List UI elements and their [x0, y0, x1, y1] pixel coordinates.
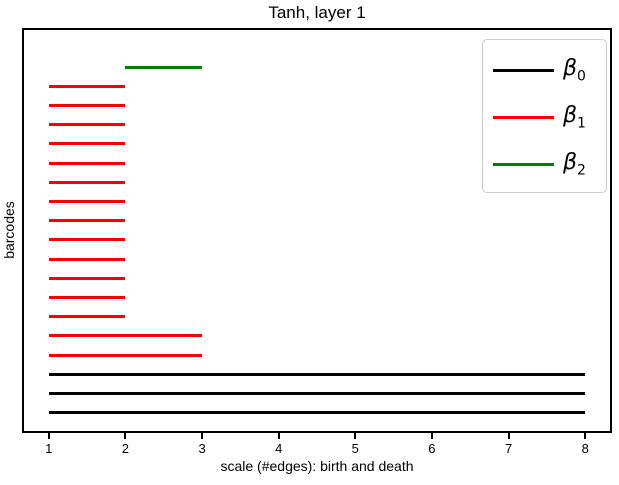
x-tick — [277, 433, 280, 439]
x-tick — [584, 433, 587, 439]
legend: β0 β1 β2 — [482, 39, 607, 193]
legend-entry-beta0: β0 — [483, 47, 606, 94]
x-tick — [430, 433, 433, 439]
legend-line-beta2 — [493, 163, 554, 166]
legend-line-beta0 — [493, 69, 554, 72]
legend-entry-beta2: β2 — [483, 141, 606, 188]
legend-entry-beta1: β1 — [483, 94, 606, 141]
x-tick-label: 6 — [428, 441, 436, 456]
x-tick — [124, 433, 127, 439]
legend-label-beta2: β2 — [563, 149, 586, 179]
x-tick-label: 4 — [275, 441, 283, 456]
x-tick-label: 7 — [504, 441, 513, 456]
x-tick-label: 2 — [121, 441, 129, 456]
x-tick-label: 3 — [198, 441, 206, 456]
legend-label-beta1: β1 — [563, 102, 586, 132]
x-tick-label: 8 — [581, 441, 589, 456]
x-tick — [507, 433, 510, 439]
legend-line-beta1 — [493, 116, 554, 119]
x-tick — [47, 433, 50, 439]
x-tick-label: 1 — [45, 441, 53, 456]
x-tick-label: 5 — [351, 441, 359, 456]
x-tick — [201, 433, 204, 439]
y-axis-label: barcodes — [1, 201, 17, 259]
chart-title: Tanh, layer 1 — [268, 3, 366, 22]
legend-label-beta0: β0 — [563, 55, 586, 85]
x-axis-label: scale (#edges): birth and death — [220, 458, 414, 474]
x-tick — [354, 433, 357, 439]
